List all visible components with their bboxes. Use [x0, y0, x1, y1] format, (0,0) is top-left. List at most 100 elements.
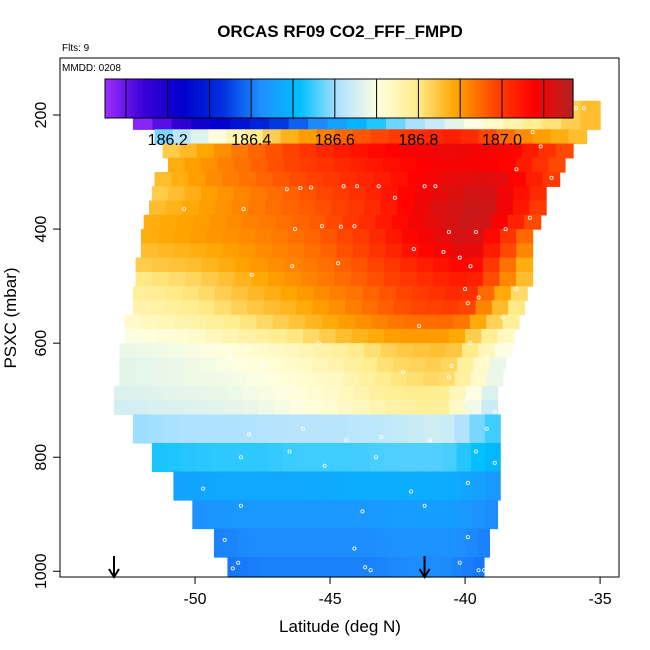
colorbar-swatch — [210, 79, 214, 118]
y-tick-label: 600 — [33, 330, 50, 357]
colorbar-swatch — [344, 79, 349, 118]
heatmap-cell — [231, 143, 249, 159]
colorbar-swatch — [511, 79, 516, 118]
heatmap-cell — [385, 243, 403, 259]
chart-title: ORCAS RF09 CO2_FFF_FMPD — [217, 22, 463, 41]
heatmap-cell — [445, 471, 460, 501]
heatmap-cell — [513, 186, 531, 202]
heatmap-cell — [270, 557, 282, 578]
sample-point — [468, 264, 473, 269]
heatmap-cell — [338, 314, 356, 330]
heatmap-cell — [152, 343, 169, 359]
heatmap-cell — [465, 400, 483, 416]
colorbar-swatch — [537, 79, 542, 118]
heatmap-cell — [481, 385, 499, 401]
heatmap-cell — [282, 528, 295, 558]
heatmap-cell — [328, 300, 346, 316]
heatmap-cell — [383, 257, 401, 273]
sample-point — [422, 503, 427, 508]
colorbar-swatch — [140, 79, 144, 118]
heatmap-cell — [217, 500, 232, 530]
heatmap-cell — [381, 186, 399, 202]
heatmap-cell — [141, 229, 158, 244]
heatmap-cell — [428, 286, 446, 301]
heatmap-cell — [323, 471, 338, 501]
colorbar-swatch — [339, 79, 343, 118]
heatmap-cell — [451, 229, 468, 244]
heatmap-cell — [416, 157, 434, 173]
sample-point — [228, 355, 233, 360]
heatmap-cell — [273, 400, 291, 416]
heatmap-cell — [446, 200, 464, 216]
heatmap-cell — [165, 286, 183, 301]
colorbar-swatch — [336, 79, 340, 118]
colorbar-swatch — [534, 79, 539, 118]
colorbar-swatch — [476, 79, 480, 118]
sample-point — [319, 224, 324, 229]
sample-point — [500, 489, 505, 494]
sample-point — [484, 426, 489, 431]
sample-point — [322, 463, 327, 468]
heatmap-cell — [402, 243, 419, 259]
heatmap-cell — [297, 200, 316, 216]
heatmap-cell — [340, 528, 353, 558]
colorbar-swatch — [385, 79, 390, 118]
heatmap-cell — [189, 229, 207, 244]
heatmap-cell — [516, 243, 534, 259]
heatmap-cell — [432, 328, 450, 344]
heatmap-cell — [441, 357, 458, 373]
heatmap-cell — [350, 143, 369, 159]
colorbar-swatch — [543, 79, 548, 118]
heatmap-cell — [180, 442, 196, 473]
heatmap-cell — [266, 186, 284, 202]
heatmap-cell — [215, 200, 233, 216]
heatmap-cell — [418, 471, 433, 501]
heatmap-cell — [441, 214, 459, 230]
heatmap-cell — [209, 414, 226, 444]
heatmap-cell — [342, 214, 360, 230]
sample-point — [292, 227, 297, 232]
heatmap-cell — [483, 243, 501, 259]
colorbar-swatch — [216, 79, 220, 118]
heatmap-cell — [314, 200, 332, 216]
heatmap-cell — [430, 557, 442, 578]
heatmap-cell — [231, 200, 249, 216]
heatmap-cell — [462, 343, 479, 359]
heatmap-cell — [313, 286, 331, 301]
heatmap-cell — [157, 314, 175, 330]
heatmap-cell — [232, 357, 249, 373]
heatmap-cell — [433, 400, 451, 416]
heatmap-cell — [223, 314, 241, 330]
colorbar-swatch — [435, 79, 440, 118]
heatmap-cell — [459, 471, 474, 501]
sample-point — [249, 272, 254, 277]
heatmap-cell — [193, 400, 211, 416]
heatmap-cell — [168, 257, 186, 273]
y-axis-label: PSXC (mbar) — [1, 267, 20, 368]
heatmap-cell — [282, 442, 298, 473]
sample-point — [298, 185, 303, 190]
heatmap-cell — [296, 300, 313, 316]
colorbar-swatch — [131, 79, 135, 118]
heatmap-cell — [215, 357, 233, 373]
heatmap-cell — [206, 229, 224, 244]
sample-point — [400, 369, 405, 374]
heatmap-cell — [366, 557, 378, 578]
heatmap-cell — [332, 500, 346, 530]
colorbar-swatch — [239, 79, 244, 118]
colorbar-swatch — [546, 79, 551, 118]
colorbar-swatch — [198, 79, 203, 118]
heatmap-cell — [230, 300, 248, 316]
heatmap-cell — [208, 129, 228, 145]
heatmap-cell — [391, 214, 409, 230]
heatmap-cell — [289, 385, 307, 401]
heatmap-cell — [320, 243, 338, 259]
heatmap-cell — [510, 286, 528, 301]
heatmap-cell — [247, 286, 265, 301]
sample-point — [503, 369, 508, 374]
heatmap-cell — [482, 257, 501, 273]
heatmap-cell — [302, 557, 314, 578]
sample-point — [355, 184, 360, 189]
heatmap-cell — [301, 271, 319, 287]
colorbar-swatch — [154, 79, 159, 118]
